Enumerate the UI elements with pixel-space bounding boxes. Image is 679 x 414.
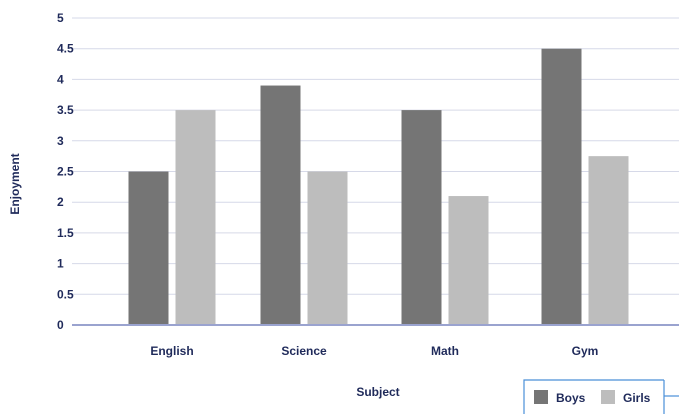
legend-label-girls: Girls — [623, 391, 651, 405]
bar-boys-english — [128, 171, 169, 325]
x-axis-title: Subject — [356, 385, 399, 399]
y-tick-label: 1 — [57, 257, 64, 271]
x-tick-label: Gym — [572, 344, 599, 358]
bar-boys-gym — [541, 48, 582, 325]
gridlines — [72, 17, 679, 295]
legend-swatch-girls — [601, 390, 615, 404]
bar-girls-math — [448, 196, 489, 325]
legend-swatch-boys — [534, 390, 548, 404]
y-tick-label: 4.5 — [57, 42, 74, 56]
bar-boys-math — [401, 110, 442, 325]
y-tick-label: 2.5 — [57, 165, 74, 179]
y-tick-label: 1.5 — [57, 226, 74, 240]
bar-girls-english — [175, 110, 216, 325]
bar-boys-science — [260, 85, 301, 325]
bar-girls-gym — [588, 156, 629, 325]
y-tick-label: 0 — [57, 318, 64, 332]
x-tick-label: English — [150, 344, 193, 358]
y-tick-label: 3 — [57, 134, 64, 148]
y-tick-label: 0.5 — [57, 287, 74, 301]
y-tick-label: 3.5 — [57, 103, 74, 117]
x-tick-label: Science — [281, 344, 327, 358]
bars — [128, 48, 629, 325]
y-tick-label: 5 — [57, 11, 64, 25]
y-axis-ticks: 0 0.5 1 1.5 2 2.5 3 3.5 4 4.5 5 — [57, 11, 74, 332]
y-tick-label: 4 — [57, 72, 64, 86]
y-axis-title: Enjoyment — [8, 153, 22, 214]
y-tick-label: 2 — [57, 195, 64, 209]
x-axis-ticks: English Science Math Gym — [150, 344, 598, 358]
bar-girls-science — [307, 171, 348, 325]
x-tick-label: Math — [431, 344, 459, 358]
legend-label-boys: Boys — [556, 391, 586, 405]
legend: Boys Girls — [523, 379, 679, 414]
legend-box — [523, 379, 664, 414]
